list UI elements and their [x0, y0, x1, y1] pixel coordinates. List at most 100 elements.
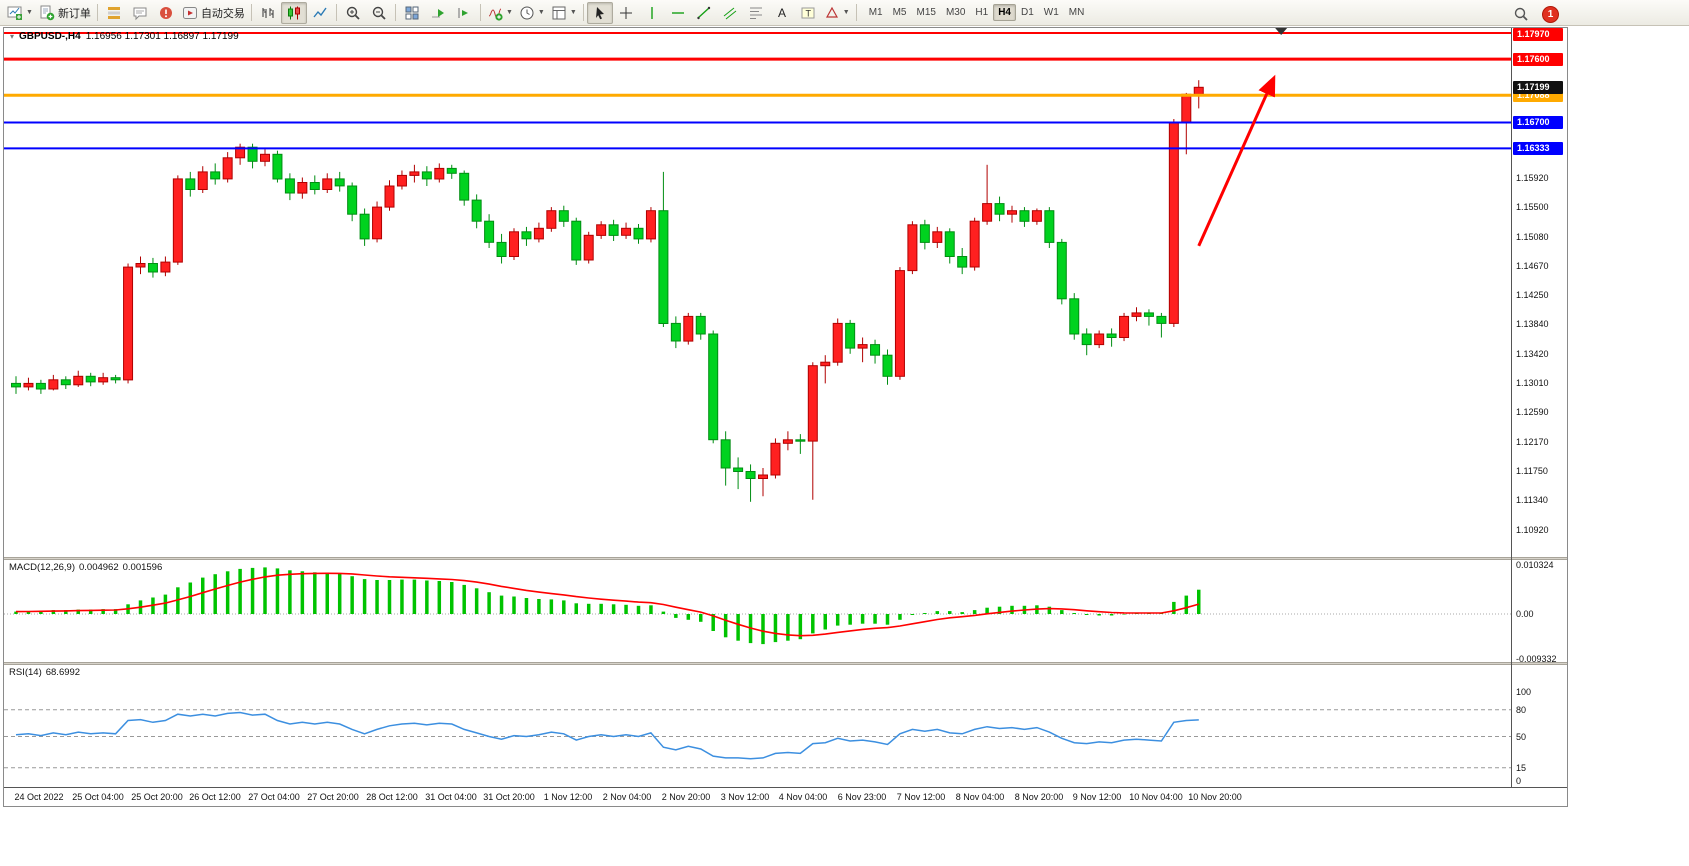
templates-icon	[551, 5, 567, 21]
price-tick-label: 1.13420	[1516, 349, 1549, 359]
panel-separator[interactable]	[4, 557, 1567, 560]
timeframe-button-m5[interactable]: M5	[892, 7, 907, 18]
news-button[interactable]	[153, 2, 179, 24]
vertical-line-button[interactable]	[639, 2, 665, 24]
bar-chart-button[interactable]	[255, 2, 281, 24]
crosshair-button[interactable]	[613, 2, 639, 24]
zoom-out-icon	[371, 5, 387, 21]
ohlc-values: 1.16956 1.17301 1.16897 1.17199	[85, 31, 239, 42]
notification-badge[interactable]: 1	[1542, 5, 1559, 23]
shapes-icon	[824, 5, 840, 21]
time-axis-label: 2 Nov 20:00	[661, 792, 711, 802]
chart-shift-button[interactable]	[451, 2, 477, 24]
price-tick-label: 1.11750	[1516, 466, 1548, 476]
mql-community-button[interactable]	[127, 2, 153, 24]
new-chart-icon	[7, 5, 23, 21]
rsi-plot[interactable]: RSI(14) 68.6992	[4, 665, 1511, 787]
chart-shift-marker[interactable]	[1275, 28, 1288, 35]
price-tick-label: 1.13010	[1516, 378, 1549, 388]
price-tick-label: 1.14670	[1516, 261, 1549, 271]
resistance-line-lower-price-label: 1.17600	[1513, 53, 1563, 66]
timeframe-button-mn[interactable]: MN	[1068, 7, 1085, 18]
timeframe-button-m15[interactable]: M15	[916, 7, 936, 18]
line-chart-button[interactable]	[307, 2, 333, 24]
price-tick-label: 1.14250	[1516, 290, 1549, 300]
macd-plot[interactable]: MACD(12,26,9) 0.004962 0.001596	[4, 560, 1511, 662]
candlestick-chart-icon	[286, 5, 302, 21]
fibonacci-button[interactable]	[743, 2, 769, 24]
tile-windows-button[interactable]	[399, 2, 425, 24]
cursor-icon	[592, 5, 608, 21]
scale-divider	[1511, 28, 1512, 787]
timeframe-button-m1[interactable]: M1	[868, 7, 883, 18]
price-tick-label: 1.12170	[1516, 437, 1549, 447]
candlestick-plot[interactable]	[4, 28, 1511, 557]
macd-tick-label: 0.00	[1516, 609, 1534, 619]
rsi-scale[interactable]: 100 80 50 15 0	[1512, 665, 1567, 787]
timeframe-button-d1[interactable]: D1	[1021, 7, 1034, 18]
chart-window: ▾ GBPUSD-,H4 1.16956 1.17301 1.16897 1.1…	[3, 27, 1568, 807]
time-axis-label: 1 Nov 12:00	[543, 792, 593, 802]
panel-separator[interactable]	[4, 662, 1567, 665]
horizontal-line-button[interactable]	[665, 2, 691, 24]
main-toolbar: ▼ 新订单 自动交易 ▼ ▼ ▼ A T ▼ M1 M5 M15 M30 H1 H4 D1 W1 MN 1	[0, 0, 1689, 26]
new-order-button[interactable]: 新订单	[36, 2, 94, 24]
cursor-button[interactable]	[586, 1, 613, 24]
chevron-down-icon: ▼	[537, 9, 545, 16]
timeframe-button-m30[interactable]: M30	[945, 7, 966, 18]
autotrade-button[interactable]: 自动交易	[179, 2, 248, 24]
chevron-down-icon: ▼	[26, 9, 33, 16]
templates-button[interactable]: ▼	[548, 2, 580, 24]
price-tick-label: 1.11340	[1516, 495, 1548, 505]
zoom-in-button[interactable]	[340, 2, 366, 24]
svg-text:T: T	[805, 8, 811, 18]
svg-text:A: A	[778, 6, 786, 20]
search-button[interactable]	[1508, 3, 1534, 25]
text-button[interactable]: A	[769, 2, 795, 24]
chart-menu-toggle-icon[interactable]: ▾	[10, 32, 15, 41]
shapes-button[interactable]: ▼	[821, 2, 853, 24]
rsi-tick-label: 0	[1516, 776, 1522, 786]
tile-windows-icon	[404, 5, 420, 21]
timeframe-toolbar: M1 M5 M15 M30 H1 H4 D1 W1 MN	[864, 4, 1090, 21]
periods-button[interactable]: ▼	[516, 2, 548, 24]
candlestick-chart-button[interactable]	[280, 1, 307, 24]
timeframe-button-h4[interactable]: H4	[993, 4, 1016, 21]
toolbar-button-group: ▼ 新订单 自动交易 ▼ ▼ ▼ A T ▼	[4, 1, 860, 24]
time-axis-label: 27 Oct 20:00	[307, 792, 359, 802]
up-arrow-annotation[interactable]	[1197, 74, 1276, 247]
time-axis-label: 27 Oct 04:00	[248, 792, 300, 802]
trendline-icon	[696, 5, 712, 21]
autotrade-icon	[182, 5, 198, 21]
new-chart-button[interactable]: ▼	[4, 2, 36, 24]
zoom-out-button[interactable]	[366, 2, 392, 24]
time-axis[interactable]: 24 Oct 2022 25 Oct 04:00 25 Oct 20:00 26 Oc…	[4, 787, 1567, 806]
channel-button[interactable]	[717, 2, 743, 24]
timeframe-button-w1[interactable]: W1	[1043, 7, 1059, 18]
time-axis-label: 31 Oct 04:00	[425, 792, 477, 802]
trendline-button[interactable]	[691, 2, 717, 24]
price-tick-label: 1.10920	[1516, 525, 1549, 535]
macd-indicator-label: MACD(12,26,9) 0.004962 0.001596	[9, 562, 163, 573]
toolbar-separator	[855, 4, 857, 21]
text-label-button[interactable]: T	[795, 2, 821, 24]
time-axis-label: 24 Oct 2022	[14, 792, 64, 802]
new-order-icon	[39, 5, 55, 21]
main-price-scale[interactable]: 1.15920 1.15500 1.15080 1.14670 1.14250 1.138…	[1512, 28, 1567, 557]
time-axis-label: 3 Nov 12:00	[720, 792, 770, 802]
horizontal-line-icon	[670, 5, 686, 21]
rsi-indicator-label: RSI(14) 68.6992	[9, 667, 81, 678]
auto-scroll-button[interactable]	[425, 2, 451, 24]
time-axis-label: 7 Nov 12:00	[896, 792, 946, 802]
support-line-lower-price-label: 1.16333	[1513, 142, 1563, 155]
timeframe-button-h1[interactable]: H1	[975, 7, 989, 18]
time-axis-label: 4 Nov 04:00	[778, 792, 828, 802]
time-axis-label: 26 Oct 12:00	[189, 792, 241, 802]
macd-scale[interactable]: 0.010324 0.00 -0.009332	[1512, 560, 1567, 664]
indicators-button[interactable]: ▼	[484, 2, 516, 24]
market-depth-button[interactable]	[101, 2, 127, 24]
symbol-period-label: GBPUSD-,H4	[19, 31, 81, 42]
rsi-svg	[4, 709, 1511, 769]
price-tick-label: 1.15500	[1516, 202, 1549, 212]
